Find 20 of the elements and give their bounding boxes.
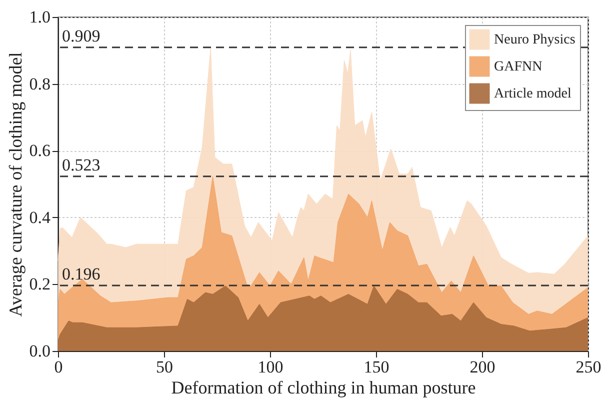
y-tick-label: 0.4	[29, 208, 51, 227]
x-axis-title: Deformation of clothing in human posture	[171, 378, 476, 398]
x-tick-label: 0	[54, 358, 63, 376]
x-tick-label: 200	[470, 358, 496, 376]
ref-line-label: 0.196	[62, 264, 100, 284]
x-tick-label: 50	[156, 358, 173, 376]
legend-label: Article model	[494, 86, 572, 102]
x-tick-label: 150	[364, 358, 390, 376]
legend-label: Neuro Physics	[494, 32, 576, 48]
ref-line-label: 0.523	[62, 155, 100, 174]
x-tick-label: 100	[258, 358, 284, 376]
ref-line-label: 0.909	[62, 26, 100, 46]
x-tick-label: 250	[576, 358, 602, 376]
y-tick-label: 1.0	[29, 8, 50, 26]
y-tick-label: 0.6	[29, 141, 50, 160]
y-axis-title: Average curvature of clothing model	[5, 52, 26, 317]
y-tick-label: 0.8	[29, 74, 50, 94]
y-tick-label: 0.0	[29, 342, 50, 360]
y-tick-label: 0.2	[29, 274, 50, 294]
legend-label: GAFNN	[494, 60, 542, 74]
